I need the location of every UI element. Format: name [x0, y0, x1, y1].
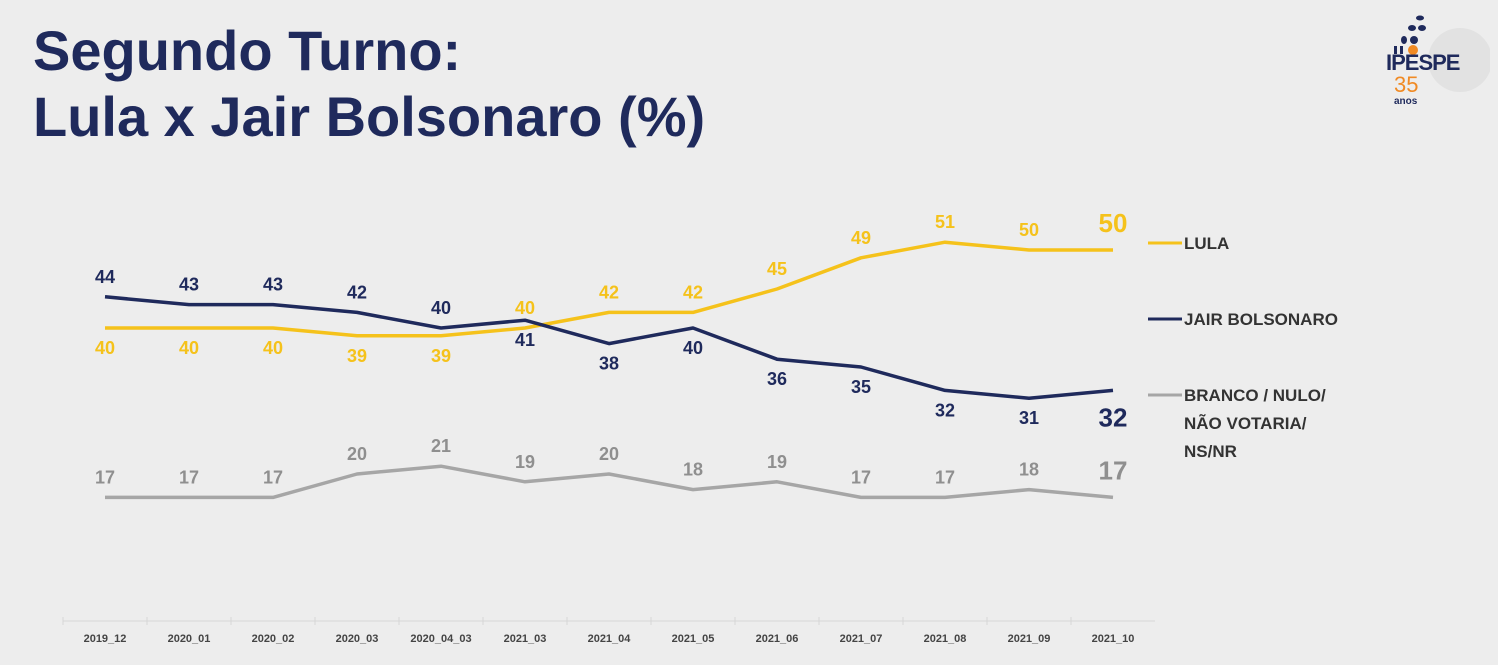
data-label: 40 [263, 338, 283, 358]
data-label: 45 [767, 259, 787, 279]
data-label: 20 [599, 444, 619, 464]
data-label: 40 [431, 298, 451, 318]
logo-name: IPESPE [1386, 50, 1460, 75]
data-label: 17 [851, 467, 871, 487]
data-label: 44 [95, 267, 115, 287]
data-label: 17 [179, 467, 199, 487]
data-label: 38 [599, 354, 619, 374]
data-label: 31 [1019, 408, 1039, 428]
data-label: 35 [851, 377, 871, 397]
x-tick-label: 2021_05 [672, 633, 715, 645]
data-label: 43 [179, 275, 199, 295]
legend-label: LULA [1184, 234, 1229, 253]
x-tick-label: 2021_07 [840, 633, 883, 645]
x-tick-label: 2021_06 [756, 633, 799, 645]
data-label: 40 [515, 298, 535, 318]
data-label: 17 [95, 467, 115, 487]
data-label: 40 [683, 338, 703, 358]
data-label: 50 [1019, 220, 1039, 240]
x-tick-label: 2019_12 [84, 633, 127, 645]
title-line-1: Segundo Turno: [33, 19, 462, 82]
data-label: 39 [431, 346, 451, 366]
x-tick-label: 2020_03 [336, 633, 379, 645]
data-label: 51 [935, 212, 955, 232]
series-line-1 [104, 295, 1114, 400]
logo-years: 35 [1394, 72, 1419, 97]
x-tick-label: 2020_01 [168, 633, 211, 645]
data-label: 21 [431, 436, 451, 456]
data-label: 39 [347, 346, 367, 366]
x-tick-label: 2021_09 [1008, 633, 1051, 645]
legend-label: JAIR BOLSONARO [1184, 310, 1338, 329]
data-label: 32 [935, 400, 955, 420]
data-label: 17 [1099, 455, 1128, 485]
data-label: 42 [599, 282, 619, 302]
data-label: 32 [1099, 402, 1128, 432]
series-line-2 [105, 464, 1114, 500]
data-label: 40 [179, 338, 199, 358]
data-label: 18 [683, 460, 703, 480]
data-label: 41 [515, 330, 535, 350]
x-tick-label: 2020_02 [252, 633, 295, 645]
data-label: 42 [347, 282, 367, 302]
data-label: 18 [1019, 460, 1039, 480]
data-label: 42 [683, 282, 703, 302]
legend-label: BRANCO / NULO/ [1184, 386, 1326, 405]
x-tick-label: 2021_03 [504, 633, 547, 645]
x-tick-label: 2021_08 [924, 633, 967, 645]
data-label: 50 [1099, 208, 1128, 238]
logo-dots-icon [1394, 15, 1490, 92]
data-label: 19 [767, 452, 787, 472]
x-tick-label: 2021_10 [1092, 633, 1135, 645]
legend-label: NS/NR [1184, 442, 1237, 461]
data-label: 17 [935, 467, 955, 487]
data-label: 36 [767, 369, 787, 389]
x-tick-label: 2020_04_03 [410, 633, 471, 645]
ipespe-logo: IPESPE 35 anos [1380, 10, 1490, 110]
legend-label: NÃO VOTARIA/ [1184, 413, 1307, 433]
x-tick-label: 2021_04 [588, 633, 632, 645]
data-label: 43 [263, 275, 283, 295]
data-label: 17 [263, 467, 283, 487]
series-line-0 [105, 240, 1113, 338]
data-label: 20 [347, 444, 367, 464]
data-label: 49 [851, 228, 871, 248]
data-label: 19 [515, 452, 535, 472]
logo-anos: anos [1394, 96, 1418, 107]
title-line-2: Lula x Jair Bolsonaro (%) [33, 85, 706, 148]
data-label: 40 [95, 338, 115, 358]
